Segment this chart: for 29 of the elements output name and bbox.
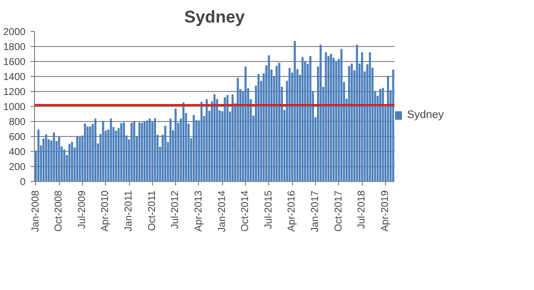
y-tick-label: 0 xyxy=(20,177,26,188)
x-tick-label: Oct-2011 xyxy=(146,190,158,231)
x-tick-label: Jan-2014 xyxy=(216,190,228,232)
x-tick-label: Apr-2010 xyxy=(100,190,112,232)
chart-title: Sydney xyxy=(184,8,246,26)
x-tick-label: Jul-2012 xyxy=(170,190,182,229)
y-tick-label: 1600 xyxy=(3,57,26,68)
x-tick-label: Jan-2008 xyxy=(30,190,42,232)
x-tick-label: Oct-2008 xyxy=(54,190,65,232)
y-tick-label: 1000 xyxy=(3,102,26,113)
x-tick-label: Jul-2015 xyxy=(263,190,274,229)
y-tick-label: 200 xyxy=(8,162,26,173)
y-tick-label: 600 xyxy=(8,132,26,143)
x-tick-label: Apr-2016 xyxy=(286,190,298,232)
x-tick-label: Jul-2009 xyxy=(76,190,88,229)
x-tick-label: Jan-2011 xyxy=(124,190,135,232)
x-tick-label: Jan-2017 xyxy=(310,190,322,232)
legend-label: Sydney xyxy=(407,109,444,121)
y-tick-label: 1200 xyxy=(3,87,26,98)
x-tick-label: Oct-2014 xyxy=(240,190,252,232)
y-tick-label: 2000 xyxy=(3,27,26,38)
y-tick-label: 1400 xyxy=(3,72,26,83)
x-tick-label: Apr-2013 xyxy=(193,190,204,232)
y-tick-label: 400 xyxy=(8,147,26,158)
y-tick-label: 800 xyxy=(8,117,26,128)
x-tick-label: Jul-2018 xyxy=(356,190,368,229)
x-tick-label: Apr-2019 xyxy=(380,190,391,232)
x-tick-label: Oct-2017 xyxy=(333,190,344,232)
y-tick-label: 1800 xyxy=(3,42,26,53)
